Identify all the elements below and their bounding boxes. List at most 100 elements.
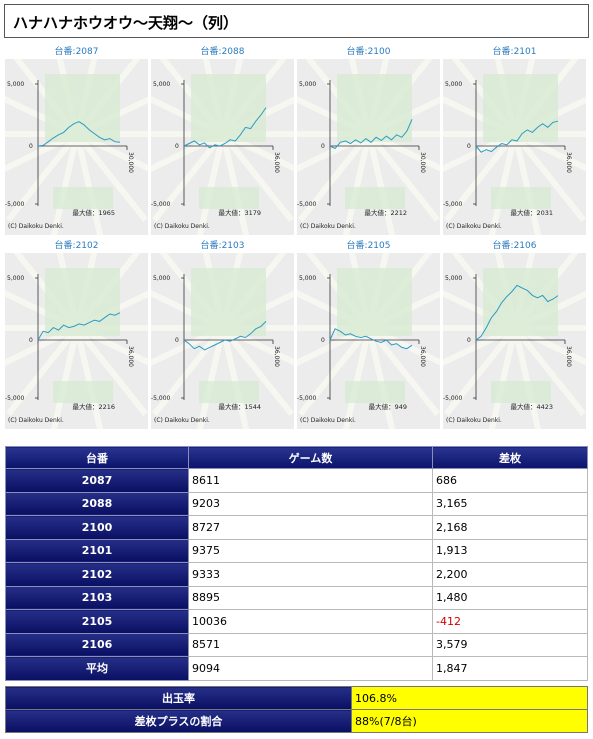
coin-difference: 2,200 — [432, 562, 588, 587]
graph-line — [329, 328, 413, 350]
y-label-bottom: -5,000 — [5, 395, 25, 402]
max-value-label: 最大値：2212 — [364, 208, 407, 217]
graph-label: 台番:2087 — [54, 47, 99, 57]
header-machine: 台番 — [5, 446, 189, 469]
summary-row-plus-ratio: 差枚プラスの割合 88%(7/8台) — [5, 709, 588, 733]
background-ray — [444, 326, 518, 416]
max-value: 949 — [395, 403, 407, 411]
background-panel — [337, 74, 412, 142]
slot-graph-1: 台番:2087 5,000 0 -5,000 30,000 最大値：1965 (C) Dai… — [5, 46, 148, 238]
max-prefix: 最大値： — [510, 402, 536, 411]
max-value-label: 最大値：2216 — [72, 402, 115, 411]
background-ray — [298, 132, 372, 222]
y-label-bottom: -5,000 — [443, 395, 463, 402]
table-row: 2105 10036 -412 — [5, 609, 588, 634]
machine-number: 2088 — [5, 491, 189, 516]
game-count: 8611 — [188, 468, 433, 493]
graph-plot: 5,000 0 -5,000 36,000 最大値：4423 (C) Daikoku De… — [443, 253, 586, 429]
payout-rate-label: 出玉率 — [5, 686, 352, 710]
y-label-zero: 0 — [175, 143, 179, 150]
machine-number: 2105 — [5, 609, 189, 634]
graph-line — [183, 321, 267, 351]
background-ray — [512, 132, 586, 222]
coin-difference: 2,168 — [432, 515, 588, 540]
background-ray — [6, 326, 80, 416]
game-count: 9375 — [188, 538, 433, 563]
graph-label: 台番:2102 — [54, 241, 99, 251]
table-row: 2087 8611 686 — [5, 468, 588, 493]
graph-line — [329, 119, 413, 150]
graph-label: 台番:2103 — [200, 241, 245, 251]
table-row: 2101 9375 1,913 — [5, 538, 588, 563]
table-row: 平均 9094 1,847 — [5, 656, 588, 681]
x-label-end: 36,000 — [419, 346, 426, 367]
y-label-top: 5,000 — [153, 81, 170, 88]
y-label-bottom: -5,000 — [297, 395, 317, 402]
background-panel — [191, 268, 266, 336]
max-prefix: 最大値： — [218, 402, 244, 411]
background-ray — [152, 326, 226, 416]
background-panel — [337, 268, 412, 336]
coin-difference: 1,480 — [432, 585, 588, 610]
max-prefix: 最大値： — [510, 208, 536, 217]
table-row: 2106 8571 3,579 — [5, 632, 588, 657]
max-prefix: 最大値： — [369, 402, 395, 411]
background-ray — [6, 132, 80, 222]
background-ray — [444, 132, 518, 222]
max-prefix: 最大値： — [218, 208, 244, 217]
machine-number: 2100 — [5, 515, 189, 540]
max-value: 1965 — [98, 209, 115, 217]
copyright: (C) Daikoku Denki. — [300, 223, 356, 230]
max-value: 2216 — [98, 403, 115, 411]
x-label-end: 36,000 — [273, 346, 280, 367]
background-panel — [199, 187, 259, 209]
slot-graph-4: 台番:2101 5,000 0 -5,000 36,000 最大値：2031 (C) Dai… — [443, 46, 586, 238]
x-label-end: 30,000 — [419, 152, 426, 173]
graph-line — [183, 107, 267, 149]
background-panel — [483, 74, 558, 142]
max-value-label: 最大値：3179 — [218, 208, 261, 217]
slot-graph-2: 台番:2088 5,000 0 -5,000 36,000 最大値：3179 (C) Dai… — [151, 46, 294, 238]
game-count: 9203 — [188, 491, 433, 516]
y-label-top: 5,000 — [299, 81, 316, 88]
y-label-zero: 0 — [29, 143, 33, 150]
background-panel — [491, 381, 551, 403]
graph-plot: 5,000 0 -5,000 30,000 最大値：1965 (C) Daikoku De… — [5, 59, 148, 235]
y-label-zero: 0 — [29, 337, 33, 344]
plus-ratio-value: 88%(7/8台) — [351, 709, 588, 733]
y-label-zero: 0 — [467, 143, 471, 150]
graph-label: 台番:2105 — [346, 241, 391, 251]
max-prefix: 最大値： — [72, 208, 98, 217]
background-panel — [45, 74, 120, 142]
slot-graph-3: 台番:2100 5,000 0 -5,000 30,000 最大値：2212 (C) Dai… — [297, 46, 440, 238]
background-panel — [345, 381, 405, 403]
game-count: 10036 — [188, 609, 433, 634]
y-label-zero: 0 — [321, 143, 325, 150]
max-value-label: 最大値：1544 — [218, 402, 261, 411]
machine-number: 2103 — [5, 585, 189, 610]
y-label-top: 5,000 — [7, 275, 24, 282]
max-prefix: 最大値： — [72, 402, 98, 411]
header-games: ゲーム数 — [188, 446, 433, 469]
graph-label: 台番:2100 — [346, 47, 391, 57]
summary-table: 出玉率 106.8% 差枚プラスの割合 88%(7/8台) — [5, 686, 588, 733]
game-count: 9094 — [188, 656, 433, 681]
max-value: 2031 — [536, 209, 553, 217]
payout-rate-value: 106.8% — [351, 686, 588, 710]
copyright: (C) Daikoku Denki. — [446, 417, 502, 424]
background-panel — [345, 187, 405, 209]
machine-number: 2106 — [5, 632, 189, 657]
game-count: 8571 — [188, 632, 433, 657]
machine-number: 2102 — [5, 562, 189, 587]
slot-graph-7: 台番:2105 5,000 0 -5,000 36,000 最大値：949 (C) Daik… — [297, 240, 440, 432]
copyright: (C) Daikoku Denki. — [300, 417, 356, 424]
table-row: 2102 9333 2,200 — [5, 562, 588, 587]
copyright: (C) Daikoku Denki. — [8, 417, 64, 424]
graph-line — [475, 284, 559, 341]
y-label-zero: 0 — [467, 337, 471, 344]
graph-plot: 5,000 0 -5,000 36,000 最大値：1544 (C) Daikoku De… — [151, 253, 294, 429]
coin-difference: -412 — [432, 609, 588, 634]
plus-ratio-label: 差枚プラスの割合 — [5, 709, 352, 733]
graph-label: 台番:2088 — [200, 47, 245, 57]
background-panel — [483, 268, 558, 336]
